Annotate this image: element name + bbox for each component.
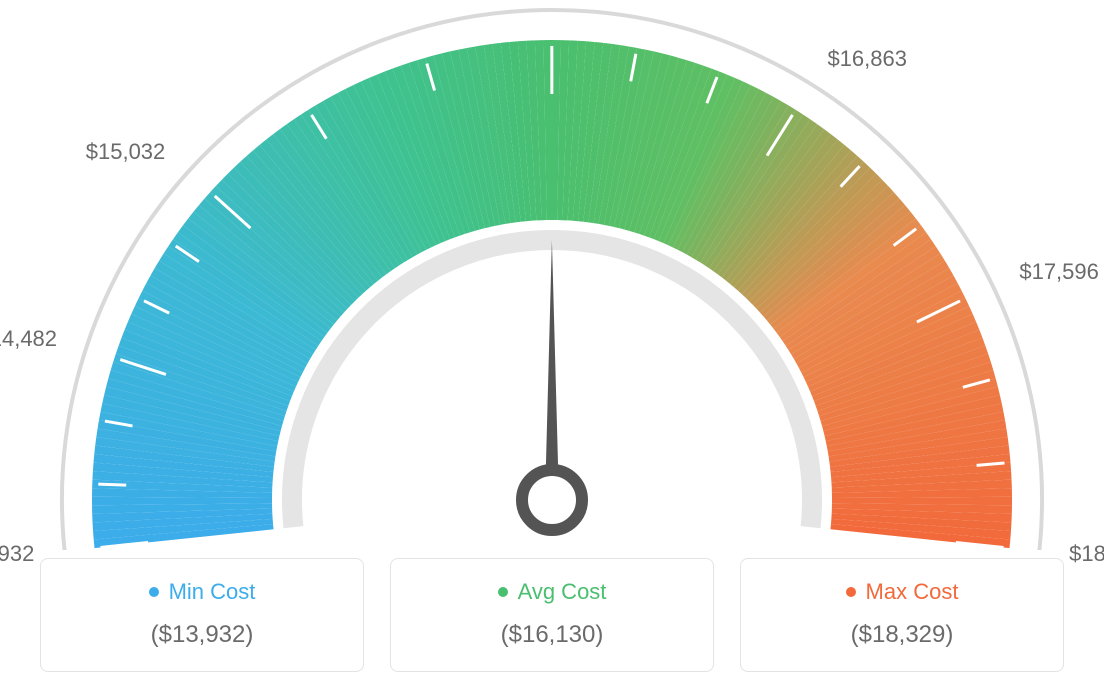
dot-icon [498, 587, 508, 597]
max-cost-card: Max Cost ($18,329) [740, 558, 1064, 672]
gauge-area: $13,932$14,482$15,032$16,130$16,863$17,5… [0, 0, 1104, 550]
card-title-row: Avg Cost [401, 579, 703, 605]
card-title: Min Cost [169, 579, 256, 605]
card-title: Max Cost [866, 579, 959, 605]
chart-container: $13,932$14,482$15,032$16,130$16,863$17,5… [0, 0, 1104, 690]
min-cost-card: Min Cost ($13,932) [40, 558, 364, 672]
tick-label: $17,596 [1019, 259, 1099, 285]
gauge-svg [0, 0, 1104, 550]
card-title-row: Min Cost [51, 579, 353, 605]
card-value: ($13,932) [51, 621, 353, 649]
tick-label: $13,932 [0, 541, 34, 567]
dot-icon [846, 587, 856, 597]
summary-cards: Min Cost ($13,932) Avg Cost ($16,130) Ma… [40, 558, 1064, 672]
card-value: ($16,130) [401, 621, 703, 649]
tick-label: $15,032 [86, 139, 166, 165]
dot-icon [149, 587, 159, 597]
tick-label: $18,329 [1069, 541, 1104, 567]
avg-cost-card: Avg Cost ($16,130) [390, 558, 714, 672]
card-title: Avg Cost [518, 579, 607, 605]
tick-label: $14,482 [0, 326, 57, 352]
card-value: ($18,329) [751, 621, 1053, 649]
card-title-row: Max Cost [751, 579, 1053, 605]
tick-label: $16,863 [827, 46, 907, 72]
